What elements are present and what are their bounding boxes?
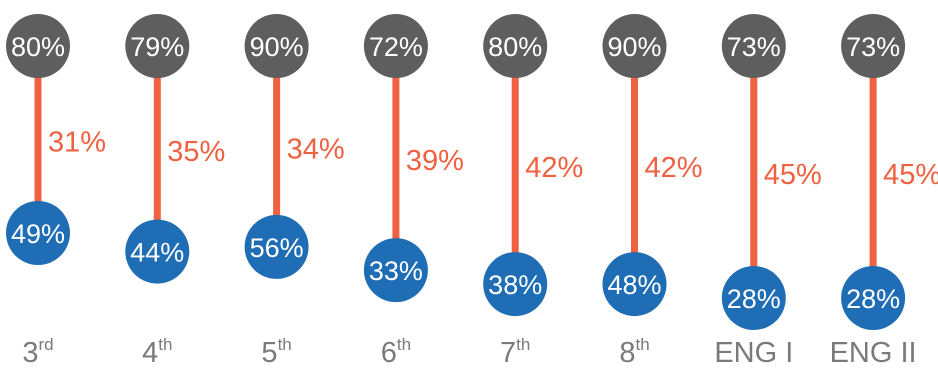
category-label: 8th	[619, 335, 649, 369]
top-value-dot	[244, 14, 309, 78]
bottom-value-label: 28%	[846, 284, 900, 314]
bottom-value-label: 28%	[727, 284, 781, 314]
gap-label: 35%	[167, 136, 225, 168]
top-value-dot	[125, 14, 190, 78]
bottom-value-dot	[602, 252, 667, 317]
dumbbell-7: 73% 28% 45%	[721, 14, 822, 330]
top-value-label: 80%	[488, 32, 542, 62]
bottom-value-dot	[841, 266, 906, 330]
category-label: 3rd	[22, 335, 53, 369]
bottom-value-dot	[125, 219, 190, 284]
bottom-value-label: 49%	[11, 219, 65, 249]
category-label: 4th	[142, 335, 172, 369]
top-value-dot	[6, 14, 70, 78]
gap-label: 45%	[764, 159, 822, 191]
dumbbell-1: 80% 49% 31%	[6, 14, 106, 265]
category-label: 7th	[500, 335, 530, 369]
top-value-label: 90%	[250, 32, 304, 62]
top-value-dot	[483, 14, 548, 78]
gap-label: 45%	[883, 159, 938, 191]
top-value-label: 80%	[11, 32, 65, 62]
dumbbell-4: 72% 33% 39%	[363, 14, 464, 303]
bottom-value-label: 44%	[130, 238, 184, 268]
dumbbell-2: 79% 44% 35%	[125, 14, 225, 284]
dumbbell-8: 73% 28% 45%	[841, 14, 938, 330]
dumbbell-6: 90% 48% 42%	[602, 14, 703, 317]
bottom-value-dot	[6, 201, 70, 265]
bottom-value-label: 38%	[488, 270, 542, 300]
bottom-value-dot	[363, 238, 428, 303]
top-value-label: 73%	[727, 32, 781, 62]
gap-label: 34%	[287, 133, 345, 165]
top-value-dot	[721, 14, 786, 78]
category-label: ENG II	[830, 337, 917, 369]
gap-label: 42%	[525, 152, 583, 184]
bottom-value-label: 33%	[369, 256, 423, 286]
top-value-dot	[841, 14, 906, 78]
top-value-dot	[602, 14, 667, 78]
bottom-value-label: 56%	[250, 233, 304, 263]
bottom-value-dot	[483, 252, 548, 317]
dumbbell-3: 90% 56% 34%	[244, 14, 345, 279]
bottom-value-label: 48%	[607, 270, 661, 300]
top-value-label: 79%	[130, 32, 184, 62]
category-label: ENG I	[714, 337, 793, 369]
gap-label: 31%	[48, 127, 106, 159]
top-value-dot	[363, 14, 428, 78]
gap-label: 42%	[645, 152, 703, 184]
category-label: 6th	[381, 335, 411, 369]
top-value-label: 90%	[607, 32, 661, 62]
top-value-label: 73%	[846, 32, 900, 62]
dumbbell-5: 80% 38% 42%	[483, 14, 583, 317]
bottom-value-dot	[244, 214, 309, 279]
top-value-label: 72%	[369, 32, 423, 62]
bottom-value-dot	[721, 266, 786, 330]
category-label: 5th	[261, 335, 291, 369]
gap-label: 39%	[406, 145, 464, 177]
